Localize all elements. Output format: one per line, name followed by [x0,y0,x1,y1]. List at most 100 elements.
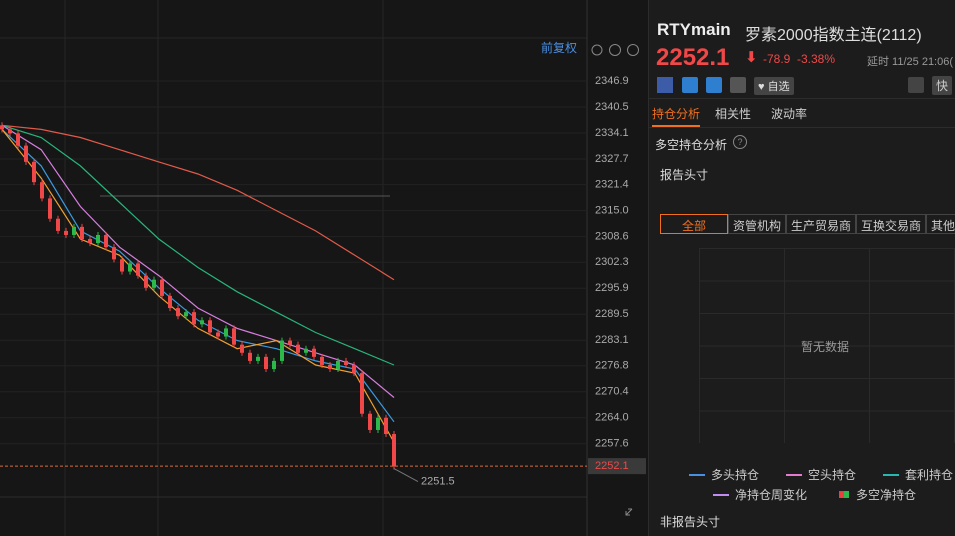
legend-label: 空头持仓 [808,468,857,482]
adjust-button[interactable]: 前复权 [541,40,577,55]
candle [144,275,148,288]
empty-grid [699,248,955,443]
filter-tab[interactable]: 生产贸易商 [786,214,857,234]
moving-average [1,124,395,281]
legend-label: 套利持仓 [905,468,954,482]
candle [368,413,372,430]
legend-swatch [883,473,899,476]
candle [360,373,364,414]
tag-icon [682,77,698,93]
candle [336,360,340,370]
section-title: 多空持仓分析 [655,138,728,152]
candle [56,218,60,231]
candle [248,352,252,361]
candle [112,247,116,260]
candle [208,320,212,333]
candle [128,263,132,272]
delay-time: 延时 11/25 21:06( [867,56,954,68]
candle [184,312,188,317]
legend-label: 净持仓周变化 [735,488,808,502]
candle [16,133,20,146]
watchlist-button[interactable]: ♥ 自选 [754,77,794,95]
filter-bar: 全部 资管机构 生产贸易商 互换交易商 其他 [660,214,955,234]
quick-button[interactable]: 快 [932,76,953,95]
filter-tab[interactable]: 其他 [926,214,955,234]
watch-label: 自选 [767,81,790,93]
candle [88,239,92,244]
candle [304,348,308,353]
y-tick-label: 2334.1 [595,127,629,139]
legend-label: 多头持仓 [711,468,760,482]
candle [200,320,204,325]
y-tick-label: 2257.6 [595,438,629,450]
tab[interactable]: 持仓分析 [652,105,701,127]
candle [96,234,100,244]
candle [280,340,284,361]
candle [120,259,124,272]
candle [272,360,276,370]
candle [24,145,28,162]
y-tick-label: 2270.4 [595,386,629,398]
candle [232,328,236,345]
expand-icon[interactable] [625,508,633,516]
flag-icon [657,77,673,93]
y-tick-label: 2346.9 [595,75,629,87]
candle [256,356,260,361]
y-tick-label: 2321.4 [595,179,629,191]
undo-icon[interactable] [591,44,603,56]
y-tick-label: 2295.9 [595,282,629,294]
candle [296,344,300,353]
candle [72,226,76,235]
tab[interactable]: 波动率 [771,107,808,121]
last-price-tag: 2252.1 [595,460,629,472]
empty-text: 暂无数据 [801,340,850,354]
candle [240,344,244,353]
tab[interactable]: 相关性 [715,107,752,121]
last-price: 2252.1 [656,44,730,71]
candle [80,226,84,240]
candle [328,364,332,370]
candle [384,417,388,435]
low-label: 2251.5 [421,475,455,487]
legend-label: 多空净持仓 [856,488,917,502]
filter-tab[interactable]: 互换交易商 [856,214,927,234]
bell-icon[interactable] [908,77,924,93]
tab-bar: 持仓分析 相关性 波动率 [649,98,955,128]
legend-item: 多头持仓 [689,466,759,483]
right-panel: RTYmain 罗素2000指数主连(2112) 2252.1 ⬇ -78.9 … [648,0,955,536]
moving-average [1,124,395,366]
candle [176,308,180,317]
nonreport-title: 非报告头寸 [660,515,721,529]
candle [104,234,108,248]
instrument-name: 罗素2000指数主连(2112) [745,27,922,44]
candle [32,161,36,183]
legend-swatch [839,491,849,498]
filter-tab[interactable]: 资管机构 [728,214,787,234]
zoom-in[interactable] [627,44,639,56]
candle [344,360,348,365]
y-tick-label: 2283.1 [595,334,629,346]
candle [168,295,172,309]
legend-swatch [713,493,729,496]
moving-average [1,124,395,398]
change-pct: -3.38% [797,52,836,66]
help-icon[interactable]: ? [733,135,747,149]
last-price-tag-bg [588,458,646,475]
y-tick-label: 2340.5 [595,101,629,113]
zoom-out[interactable] [609,44,621,56]
y-tick-label: 2308.6 [595,231,629,243]
y-tick-label: 2276.8 [595,360,629,372]
legend-item: 空头持仓 [786,466,856,483]
legend-item: 套利持仓 [883,466,953,483]
legend-item: 多空净持仓 [839,486,916,503]
candle [192,312,196,325]
candle [224,328,228,337]
tag-icon [730,77,746,93]
filter-tab[interactable]: 全部 [660,214,728,234]
candle [64,230,68,235]
candle [160,279,164,296]
y-tick-label: 2289.5 [595,308,629,320]
candle [40,182,44,199]
candle [152,279,156,288]
